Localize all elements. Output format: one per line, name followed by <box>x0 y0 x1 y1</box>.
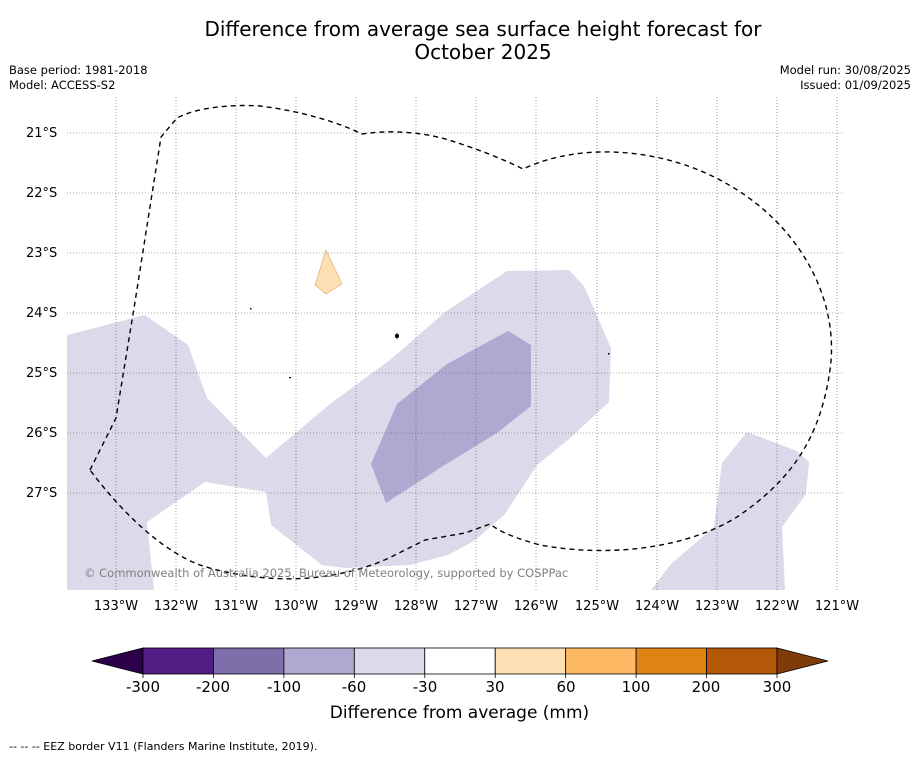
colorbar-tick-label: -30 <box>412 678 438 696</box>
lon-label-122w: 122°W <box>754 599 800 614</box>
contour-medium <box>371 331 531 503</box>
model-name: Model: ACCESS-S2 <box>9 78 116 92</box>
lat-label-24s: 24°S <box>26 306 58 321</box>
lon-label-121w: 121°W <box>814 599 860 614</box>
colorbar-tick-label: 30 <box>485 678 505 696</box>
base-period: Base period: 1981-2018 <box>9 63 148 77</box>
issued-date: Issued: 01/09/2025 <box>800 78 911 92</box>
run-info-right: Model run: 30/08/2025 Issued: 01/09/2025 <box>780 63 911 93</box>
colorbar-segment <box>494 647 567 675</box>
map-plot <box>67 97 843 590</box>
colorbar-segments <box>142 647 778 675</box>
eez-border <box>89 104 833 580</box>
lon-label-124w: 124°W <box>634 599 680 614</box>
lat-label-22s: 22°S <box>26 186 58 201</box>
map-gridlines <box>67 97 843 590</box>
lat-label-21s: 21°S <box>26 126 58 141</box>
colorbar-segment <box>424 647 496 675</box>
colorbar-tick-label: 200 <box>691 678 721 696</box>
map-title: Difference from average sea surface heig… <box>0 18 919 64</box>
colorbar-tick-label: -200 <box>195 678 231 696</box>
lon-label-129w: 129°W <box>333 599 379 614</box>
lon-label-128w: 128°W <box>393 599 439 614</box>
run-info-left: Base period: 1981-2018 Model: ACCESS-S2 <box>9 63 148 93</box>
lat-label-25s: 25°S <box>26 366 58 381</box>
lon-label-132w: 132°W <box>153 599 199 614</box>
lon-label-126w: 126°W <box>513 599 559 614</box>
colorbar-segment <box>142 647 214 675</box>
lat-label-26s: 26°S <box>26 426 58 441</box>
colorbar-tick-label: 60 <box>556 678 576 696</box>
colorbar-tick-label: 300 <box>762 678 792 696</box>
title-line-2: October 2025 <box>414 40 552 64</box>
colorbar-ticks <box>142 674 778 678</box>
lat-label-27s: 27°S <box>26 486 58 501</box>
colorbar-segment <box>706 647 778 675</box>
colorbar-title: Difference from average (mm) <box>329 703 590 723</box>
colorbar-segment <box>353 647 426 675</box>
colorbar-tick-label: -100 <box>266 678 302 696</box>
colorbar-under-triangle <box>91 647 144 675</box>
eez-footnote: -- -- -- EEZ border V11 (Flanders Marine… <box>9 740 318 753</box>
title-line-1: Difference from average sea surface heig… <box>204 17 762 41</box>
copyright-notice: © Commonwealth of Australia 2025, Bureau… <box>84 566 569 580</box>
islands <box>250 308 610 379</box>
colorbar-segment <box>565 647 637 675</box>
lon-label-133w: 133°W <box>93 599 139 614</box>
lon-label-125w: 125°W <box>574 599 620 614</box>
lon-label-130w: 130°W <box>273 599 319 614</box>
lon-label-127w: 127°W <box>453 599 499 614</box>
colorbar-tick-label: 100 <box>621 678 651 696</box>
lat-label-23s: 23°S <box>26 246 58 261</box>
model-run-date: Model run: 30/08/2025 <box>779 63 911 77</box>
contour-positive <box>314 249 343 295</box>
colorbar-tick-label: -300 <box>125 678 161 696</box>
colorbar-segment <box>283 647 355 675</box>
lon-label-123w: 123°W <box>694 599 740 614</box>
colorbar-over-triangle <box>776 647 829 675</box>
colorbar-tick-label: -60 <box>341 678 367 696</box>
lon-label-131w: 131°W <box>213 599 259 614</box>
colorbar-segment <box>635 647 707 675</box>
colorbar-segment <box>213 647 285 675</box>
